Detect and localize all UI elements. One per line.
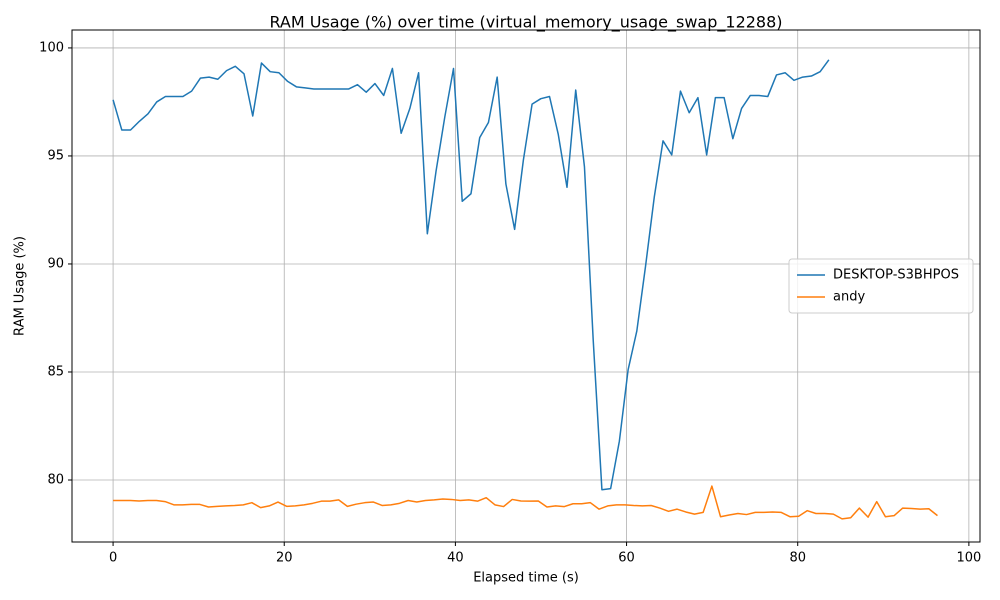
- legend-label: andy: [833, 290, 865, 305]
- data-line: [113, 485, 938, 520]
- y-tick-label: 90: [47, 256, 64, 271]
- y-tick-label: 85: [47, 364, 64, 379]
- data-line: [112, 59, 830, 491]
- y-axis-label: RAM Usage (%): [13, 236, 28, 336]
- axes-frame: [71, 29, 981, 543]
- y-tick-label: 95: [47, 148, 64, 163]
- x-tick-label: 40: [447, 551, 464, 566]
- x-tick-label: 60: [618, 551, 635, 566]
- y-tick-label: 80: [47, 472, 64, 487]
- x-tick-label: 100: [956, 551, 981, 566]
- x-axis-label: Elapsed time (s): [473, 571, 579, 586]
- chart-title: RAM Usage (%) over time (virtual_memory_…: [269, 13, 782, 33]
- x-tick-label: 20: [276, 551, 293, 566]
- legend-box: [788, 258, 974, 314]
- legend-label: DESKTOP-S3BHPOS: [833, 268, 959, 283]
- x-tick-label: 80: [789, 551, 806, 566]
- y-tick-label: 100: [39, 40, 64, 55]
- x-tick-label: 0: [109, 551, 117, 566]
